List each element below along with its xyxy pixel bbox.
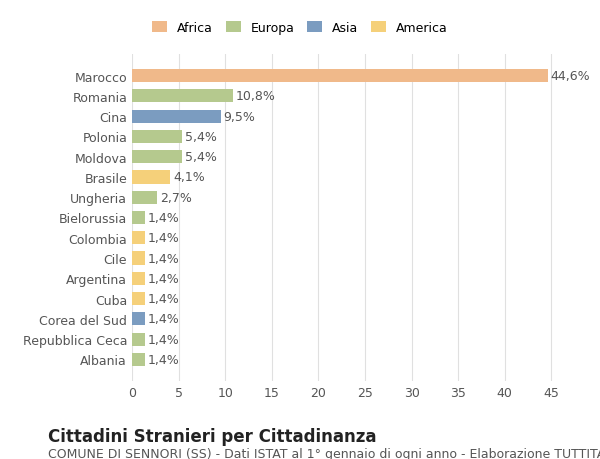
Legend: Africa, Europa, Asia, America: Africa, Europa, Asia, America [146,16,454,41]
Bar [132,151,182,164]
Bar [132,292,145,306]
Bar [132,90,233,103]
Text: 44,6%: 44,6% [550,70,590,83]
Text: 1,4%: 1,4% [148,313,179,325]
Text: 5,4%: 5,4% [185,151,217,164]
Bar [132,313,145,326]
Text: 4,1%: 4,1% [173,171,205,184]
Text: COMUNE DI SENNORI (SS) - Dati ISTAT al 1° gennaio di ogni anno - Elaborazione TU: COMUNE DI SENNORI (SS) - Dati ISTAT al 1… [48,448,600,459]
Bar [132,191,157,204]
Text: 9,5%: 9,5% [223,111,255,123]
Bar [132,353,145,366]
Text: Cittadini Stranieri per Cittadinanza: Cittadini Stranieri per Cittadinanza [48,427,377,445]
Text: 1,4%: 1,4% [148,333,179,346]
Text: 1,4%: 1,4% [148,232,179,245]
Bar [132,272,145,285]
Text: 1,4%: 1,4% [148,252,179,265]
Bar [132,70,548,83]
Text: 1,4%: 1,4% [148,212,179,224]
Text: 1,4%: 1,4% [148,272,179,285]
Text: 1,4%: 1,4% [148,353,179,366]
Bar [132,212,145,224]
Bar [132,232,145,245]
Text: 10,8%: 10,8% [235,90,275,103]
Text: 1,4%: 1,4% [148,292,179,305]
Bar [132,130,182,144]
Bar [132,171,170,184]
Text: 5,4%: 5,4% [185,131,217,144]
Bar [132,110,221,123]
Bar [132,252,145,265]
Bar [132,333,145,346]
Text: 2,7%: 2,7% [160,191,192,204]
